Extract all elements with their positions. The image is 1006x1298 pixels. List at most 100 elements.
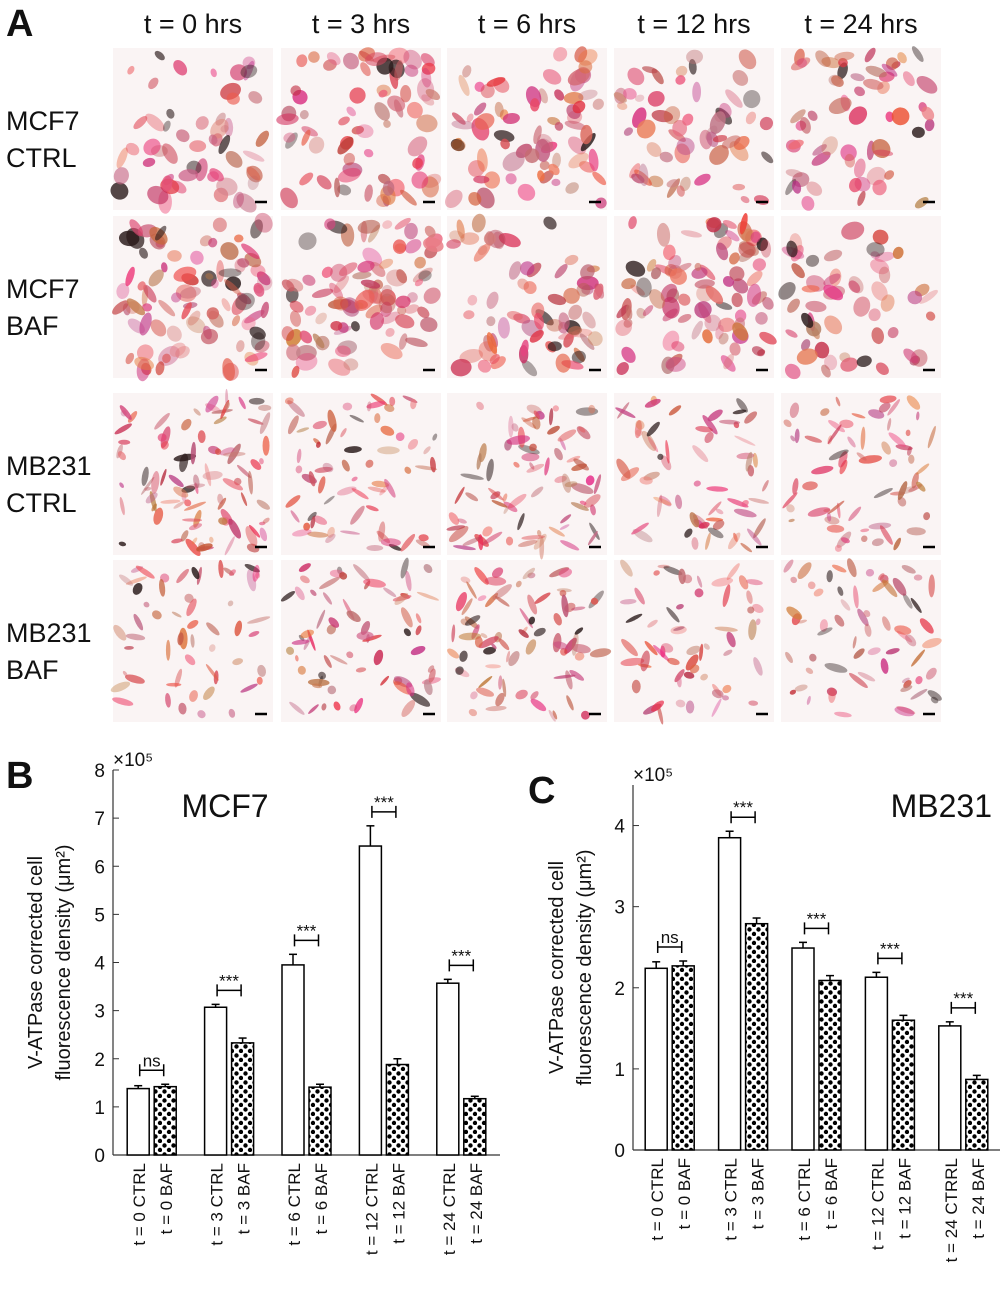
cell (366, 545, 384, 552)
cell (407, 438, 419, 450)
cell (417, 306, 430, 319)
cell (537, 170, 545, 182)
cell (548, 526, 565, 537)
cell (879, 395, 897, 404)
cell (548, 709, 556, 722)
cell (518, 629, 529, 638)
y-tick-label: 0 (614, 1141, 625, 1162)
y-tick-label: 6 (94, 857, 105, 878)
cell (736, 398, 748, 413)
cell (805, 667, 814, 674)
cell (814, 341, 830, 359)
cell (878, 266, 891, 284)
cell (783, 559, 794, 573)
cell (287, 400, 305, 417)
cell (211, 279, 219, 289)
cell (205, 273, 214, 280)
cell (356, 124, 374, 139)
cell (153, 507, 164, 525)
cell (554, 447, 563, 461)
cell (301, 129, 311, 146)
cell (286, 329, 302, 347)
cell (312, 333, 325, 349)
cell (423, 237, 444, 253)
cell (841, 221, 865, 240)
cell (143, 601, 150, 608)
cell (478, 636, 499, 649)
cell (529, 329, 544, 343)
y-tick-label: 0 (94, 1146, 105, 1167)
cell (295, 465, 303, 474)
significance-bracket (448, 959, 475, 972)
cell (621, 346, 636, 363)
cell (420, 317, 438, 332)
cell (451, 624, 456, 643)
cell (173, 59, 188, 76)
significance-bracket (371, 805, 397, 818)
cell (738, 49, 757, 70)
cell (209, 168, 224, 182)
cell (374, 102, 390, 121)
cell (711, 698, 722, 717)
cell (483, 232, 496, 245)
row-label: CTRL (6, 488, 77, 518)
cell (672, 119, 688, 137)
cell (178, 702, 187, 715)
cell (824, 663, 848, 673)
cell (807, 110, 818, 121)
cell (311, 288, 334, 299)
cell (513, 461, 520, 468)
cell (216, 260, 225, 283)
cell (734, 435, 756, 446)
cell (323, 655, 332, 668)
cell (125, 352, 135, 365)
column-header: t = 0 hrs (144, 9, 242, 39)
cell (412, 267, 433, 283)
cell (526, 463, 545, 473)
cell (729, 266, 745, 282)
cell (476, 401, 484, 411)
micrograph (446, 213, 607, 378)
cell (783, 419, 792, 428)
cell (486, 316, 496, 327)
cell (743, 89, 761, 109)
cell (588, 404, 596, 414)
cell (786, 606, 803, 620)
cell (873, 149, 894, 157)
cell (722, 695, 729, 701)
cell (382, 180, 395, 196)
cell (414, 278, 424, 287)
cell (794, 428, 800, 444)
cell (616, 304, 629, 319)
cell (647, 436, 659, 453)
cell (174, 668, 183, 688)
cell (493, 130, 515, 143)
cell (333, 275, 350, 294)
cell (726, 631, 736, 648)
cell (206, 622, 220, 636)
cell (539, 536, 545, 560)
cell (746, 283, 762, 307)
cell (218, 268, 242, 278)
cell (620, 559, 633, 577)
cell (242, 56, 256, 70)
cell (166, 325, 182, 342)
cell (416, 591, 440, 601)
cell (379, 258, 394, 269)
cell (875, 362, 889, 376)
cell (400, 533, 416, 552)
cell (448, 525, 469, 543)
column-header: t = 24 hrs (804, 9, 917, 39)
cell (350, 505, 365, 525)
cell (356, 631, 374, 641)
cell (585, 475, 595, 486)
cell (523, 281, 537, 295)
significance-label: *** (374, 793, 394, 812)
cell (686, 645, 701, 656)
cell (468, 708, 478, 717)
cell (854, 86, 865, 97)
cell (860, 426, 866, 450)
cell (384, 478, 396, 498)
cell (280, 187, 298, 209)
column-header: t = 6 hrs (478, 9, 576, 39)
